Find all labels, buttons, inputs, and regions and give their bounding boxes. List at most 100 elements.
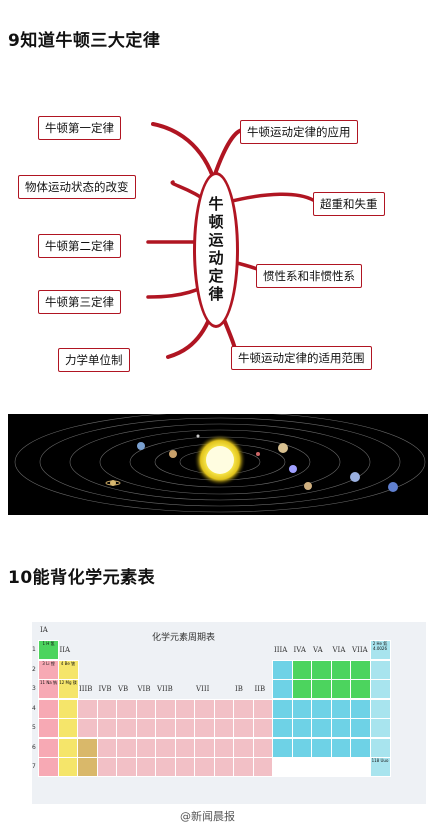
period-number: 4 — [32, 704, 36, 712]
node-mechanics-units: 力学单位制 — [58, 348, 130, 372]
group-label: IIA — [59, 645, 71, 654]
element-cell — [233, 718, 254, 738]
group-label: VIB — [137, 684, 151, 693]
element-cell — [155, 757, 176, 777]
periodic-table-image: 化学元素周期表 IA IIA IIIB IVB VB VIB VIIB VIII IB IIB II… — [32, 622, 426, 804]
element-cell — [174, 698, 196, 719]
element-cell — [252, 757, 274, 777]
element-cell — [77, 698, 98, 719]
element-cell — [194, 698, 215, 719]
element-cell — [252, 737, 274, 758]
group-label: IVA — [293, 645, 306, 654]
element-cell: 118 Uuo — [369, 757, 391, 777]
element-cell — [174, 737, 196, 758]
element-cell — [311, 698, 332, 719]
period-number: 1 — [32, 646, 36, 653]
group-label: VIIA — [352, 645, 368, 654]
element-cell — [213, 737, 235, 758]
node-overweight-weightless: 超重和失重 — [313, 192, 385, 216]
section-title-chemistry: 10能背化学元素表 — [8, 568, 156, 588]
element-cell — [57, 757, 79, 777]
element-cell — [77, 757, 98, 777]
element-cell — [272, 757, 293, 777]
element-cell — [135, 698, 157, 719]
element-cell: 12 Mg 镁 — [57, 679, 79, 699]
element-cell: 1 H 氢 — [38, 640, 59, 660]
element-cell — [116, 718, 137, 738]
element-cell — [311, 737, 332, 758]
element-cell — [116, 757, 137, 777]
element-cell: 2 He 氦 4.0026 — [369, 640, 391, 660]
element-cell — [291, 659, 313, 680]
group-label: IVB — [98, 684, 112, 693]
node-newton-laws-application: 牛顿运动定律的应用 — [240, 120, 358, 144]
element-cell — [96, 718, 118, 738]
element-cell — [369, 718, 391, 738]
element-cell — [213, 718, 235, 738]
element-cell — [57, 737, 79, 758]
element-cell — [96, 698, 118, 719]
group-label: VIIB — [157, 684, 173, 693]
period-number: 5 — [32, 724, 36, 731]
node-newton-second-law: 牛顿第二定律 — [38, 234, 121, 258]
element-cell — [350, 718, 371, 738]
element-cell — [96, 737, 118, 758]
node-newton-first-law: 牛顿第一定律 — [38, 116, 121, 140]
element-cell — [194, 737, 215, 758]
element-cell — [57, 718, 79, 738]
period-number: 7 — [32, 763, 36, 770]
element-cell — [291, 698, 313, 719]
element-cell — [311, 679, 332, 699]
newton-mindmap: 牛顿第一定律 物体运动状态的改变 牛顿第二定律 牛顿第三定律 力学单位制 牛顿运… — [18, 92, 418, 382]
element-cell — [38, 698, 59, 719]
element-cell — [350, 698, 371, 719]
group-label: IA — [40, 626, 48, 634]
element-cell — [369, 659, 391, 680]
element-cell — [311, 757, 332, 777]
element-cell — [272, 737, 293, 758]
element-cell — [291, 679, 313, 699]
element-cell — [116, 698, 137, 719]
group-label: IB — [235, 684, 243, 693]
group-label: VA — [313, 645, 323, 654]
group-label: IIIB — [79, 684, 93, 693]
element-cell — [330, 718, 352, 738]
element-cell — [233, 698, 254, 719]
periodic-table-title: 化学元素周期表 — [152, 633, 216, 643]
element-cell — [174, 757, 196, 777]
element-cell — [272, 698, 293, 719]
group-label: VIII — [196, 684, 210, 693]
period-number: 3 — [32, 685, 36, 692]
element-cell — [135, 737, 157, 758]
element-cell — [77, 737, 98, 758]
element-cell — [174, 718, 196, 738]
node-applicability-range: 牛顿运动定律的适用范围 — [231, 346, 372, 370]
element-cell — [233, 757, 254, 777]
element-cell — [311, 718, 332, 738]
element-cell — [369, 737, 391, 758]
element-cell — [350, 737, 371, 758]
element-cell — [272, 659, 293, 680]
element-cell — [155, 718, 176, 738]
element-cell — [116, 737, 137, 758]
element-cell — [155, 737, 176, 758]
element-cell — [330, 757, 352, 777]
element-cell — [38, 718, 59, 738]
element-cell — [330, 698, 352, 719]
element-cell — [330, 737, 352, 758]
element-cell — [291, 757, 313, 777]
period-number: 2 — [32, 665, 36, 673]
element-cell — [38, 757, 59, 777]
group-label: IIIA — [274, 645, 288, 654]
solar-system-illustration — [14, 414, 426, 513]
element-cell — [330, 679, 352, 699]
solar-system-image — [8, 414, 428, 515]
node-motion-state-change: 物体运动状态的改变 — [18, 175, 136, 199]
element-cell — [291, 718, 313, 738]
group-label: IIB — [254, 684, 266, 693]
element-cell — [350, 757, 371, 777]
element-cell — [96, 757, 118, 777]
element-cell — [350, 659, 371, 680]
node-newton-third-law: 牛顿第三定律 — [38, 290, 121, 314]
element-cell: 4 Be 铍 — [57, 659, 79, 680]
